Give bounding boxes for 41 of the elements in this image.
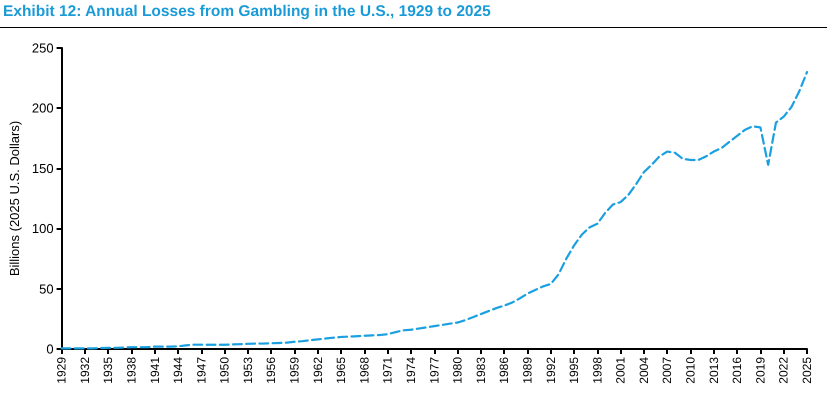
x-tick-label: 1947 [194,356,208,384]
x-tick-label: 1932 [78,356,92,384]
x-tick-label: 1953 [240,356,255,384]
x-tick-label: 2010 [684,356,698,384]
x-tick-label: 1968 [357,356,372,384]
x-tick-label: 2001 [614,356,628,384]
x-tick-label: 1977 [427,356,442,384]
y-axis-title: Billions (2025 U.S. Dollars) [7,120,22,276]
x-tick-label: 1992 [544,356,558,384]
x-tick-label: 1959 [288,356,302,384]
x-tick-label: 1944 [171,356,186,384]
y-tick-label: 250 [32,40,54,56]
x-tick-label: 1974 [404,356,418,384]
x-tick-label: 1989 [520,356,534,384]
x-tick-label: 1980 [450,356,465,384]
x-tick-label: 1965 [334,356,348,384]
x-tick-label: 1950 [218,356,232,384]
x-tick-label: 1962 [310,356,325,384]
x-tick-label: 1983 [474,356,488,384]
x-tick-label: 1971 [380,356,395,384]
x-tick-label: 1956 [264,356,278,384]
x-tick-label: 1995 [567,356,582,384]
x-tick-label: 2007 [660,356,674,384]
x-tick-label: 1941 [148,356,162,384]
x-tick-label: 2016 [730,356,744,384]
x-tick-label: 1986 [497,356,512,384]
x-tick-label: 1998 [590,356,604,384]
x-tick-label: 2004 [636,356,651,384]
x-tick-label: 2022 [776,356,791,384]
x-tick-label: 1938 [124,356,138,384]
x-tick-label: 2019 [753,356,768,384]
chart-title: Exhibit 12: Annual Losses from Gambling in the U.S., 1929 to 2025 [3,3,491,21]
y-tick-label: 200 [32,100,54,116]
x-tick-label: 2025 [800,356,814,384]
x-tick-label: 1935 [101,356,116,384]
x-tick-label: 2013 [706,356,721,384]
y-tick-label: 0 [46,342,54,356]
y-tick-label: 100 [32,221,54,236]
y-tick-label: 150 [32,160,54,176]
y-tick-label: 50 [39,281,54,296]
x-tick-label: 1929 [54,356,69,384]
